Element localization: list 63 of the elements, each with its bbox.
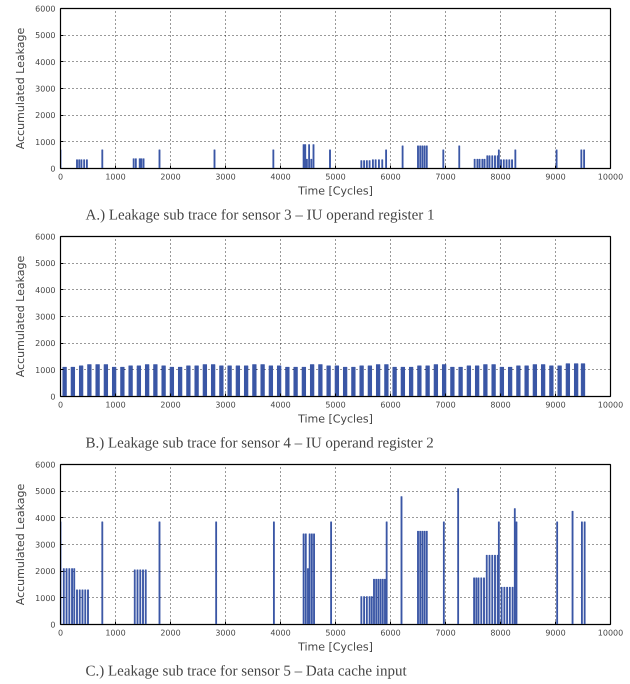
x-tick-label: 0 [58,172,64,182]
y-axis-title: Accumulated Leakage [14,255,28,378]
x-tick-label: 4000 [270,628,291,638]
x-tick-label: 1000 [105,400,126,410]
y-tick-label: 0 [50,620,56,630]
y-tick-label: 2000 [35,111,56,120]
x-tick-label: 2000 [160,400,181,410]
y-tick-label: 5000 [35,259,56,268]
x-tick-label: 7000 [435,628,456,638]
x-tick-label: 1000 [105,628,126,638]
y-tick-label: 1000 [35,594,56,603]
x-tick-label: 0 [58,400,64,410]
y-axis-title: Accumulated Leakage [14,27,28,150]
y-axis-title: Accumulated Leakage [14,483,28,606]
x-tick-label: 10000 [598,172,624,182]
y-tick-label: 1000 [35,138,56,147]
y-tick-label: 6000 [35,4,56,14]
y-tick-label: 3000 [35,312,56,322]
x-tick-label: 7000 [435,172,456,182]
text: B.) Leakage sub trace for sensor 4 – IU operand register 2 [86,436,434,452]
y-tick-label: 0 [50,164,56,174]
x-tick-label: 9000 [545,400,566,410]
x-tick-label: 10000 [598,628,624,638]
x-tick-label: 0 [58,628,64,638]
x-tick-label: 3000 [215,400,236,410]
x-tick-label: 9000 [545,628,566,638]
x-tick-label: 3000 [215,628,236,638]
text: C.) Leakage sub trace for sensor 5 – Data cache input [86,664,408,680]
x-tick-label: 5000 [325,400,346,410]
text: A.) Leakage sub trace for sensor 3 – IU operand register 1 [86,208,435,224]
x-tick-label: 7000 [435,400,456,410]
x-tick-label: 4000 [270,172,291,182]
x-tick-label: 6000 [380,400,401,410]
x-tick-label: 4000 [270,400,291,410]
x-tick-label: 2000 [160,172,181,182]
y-tick-label: 3000 [35,84,56,94]
x-tick-label: 5000 [325,628,346,638]
x-axis-title: Time [Cycles] [297,184,373,198]
x-tick-label: 5000 [325,172,346,182]
x-tick-label: 8000 [490,400,511,410]
x-tick-label: 8000 [490,628,511,638]
x-axis-title: Time [Cycles] [297,640,373,654]
x-tick-label: 10000 [598,400,624,410]
x-tick-label: 1000 [105,172,126,182]
x-tick-label: 2000 [160,628,181,638]
y-tick-label: 2000 [35,339,56,348]
y-tick-label: 0 [50,392,56,402]
x-tick-label: 8000 [490,172,511,182]
y-tick-label: 5000 [35,31,56,40]
y-tick-label: 4000 [35,286,56,295]
x-tick-label: 3000 [215,172,236,182]
x-axis-title: Time [Cycles] [297,412,373,426]
y-tick-label: 6000 [35,460,56,470]
x-tick-label: 6000 [380,172,401,182]
y-tick-label: 4000 [35,58,56,67]
x-tick-label: 9000 [545,172,566,182]
y-tick-label: 1000 [35,366,56,375]
y-tick-label: 5000 [35,487,56,496]
y-tick-label: 4000 [35,514,56,523]
y-tick-label: 3000 [35,540,56,550]
y-tick-label: 6000 [35,232,56,242]
x-tick-label: 6000 [380,628,401,638]
y-tick-label: 2000 [35,567,56,576]
